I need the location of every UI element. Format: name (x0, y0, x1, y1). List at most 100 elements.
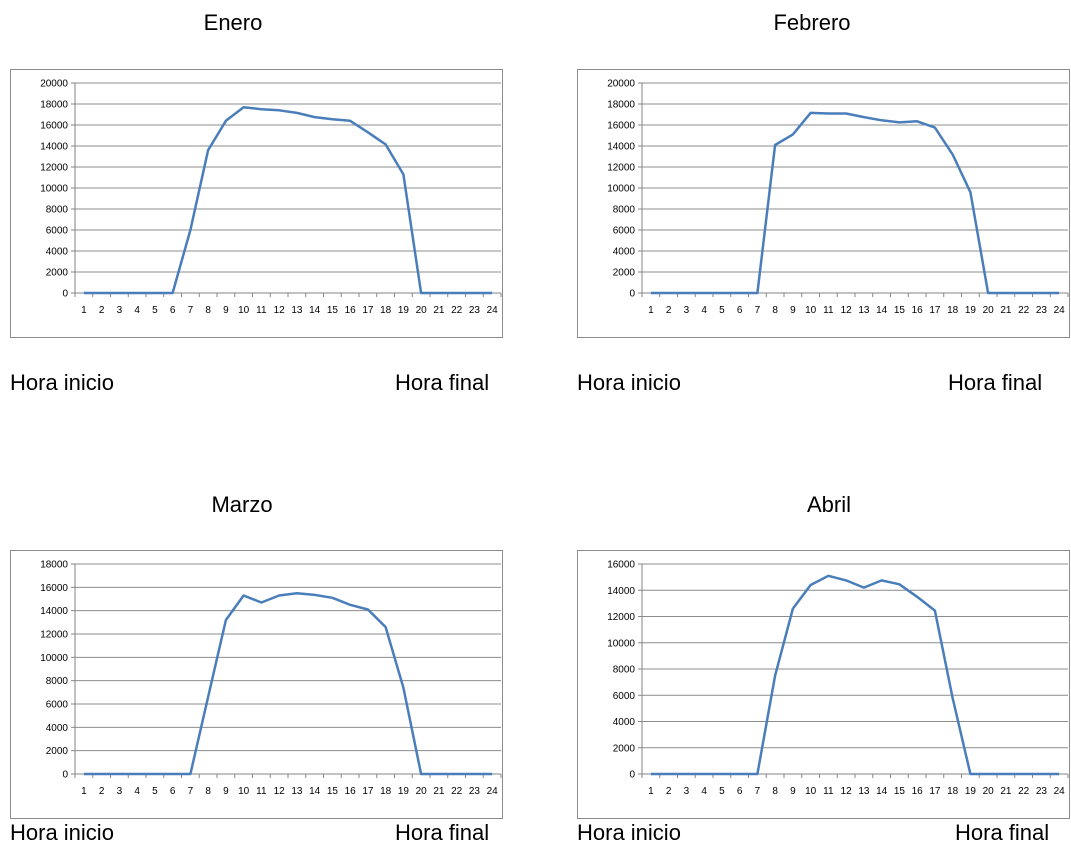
x-tick-label: 20 (983, 305, 995, 316)
x-tick-label: 13 (858, 786, 870, 797)
x-tick-label: 16 (345, 786, 357, 797)
x-tick-label: 14 (876, 305, 888, 316)
x-tick-label: 19 (965, 786, 977, 797)
x-tick-label: 10 (805, 305, 817, 316)
x-tick-label: 3 (684, 786, 690, 797)
x-tick-label: 14 (309, 305, 321, 316)
caption-hora-final-febrero: Hora final (948, 370, 1042, 396)
x-tick-label: 4 (134, 305, 140, 316)
x-tick-label: 21 (1000, 305, 1012, 316)
y-tick-label: 14000 (40, 606, 68, 617)
x-tick-label: 24 (487, 786, 499, 797)
caption-hora-inicio-febrero: Hora inicio (577, 370, 681, 396)
x-tick-label: 19 (398, 786, 410, 797)
x-tick-label: 9 (790, 786, 796, 797)
y-tick-label: 4000 (613, 717, 636, 728)
series-line (651, 113, 1059, 293)
x-tick-label: 12 (274, 786, 286, 797)
caption-hora-inicio-abril: Hora inicio (577, 820, 681, 846)
line-chart-febrero: 0200040006000800010000120001400016000180… (578, 70, 1071, 339)
y-tick-label: 8000 (46, 676, 69, 687)
x-tick-label: 15 (327, 786, 339, 797)
y-tick-label: 20000 (607, 79, 635, 90)
x-tick-label: 10 (805, 786, 817, 797)
x-tick-label: 4 (701, 305, 707, 316)
x-tick-label: 19 (398, 305, 410, 316)
x-tick-label: 2 (99, 305, 105, 316)
y-tick-label: 18000 (40, 560, 68, 571)
caption-hora-final-enero: Hora final (395, 370, 489, 396)
x-tick-label: 18 (380, 786, 392, 797)
x-tick-label: 22 (1018, 786, 1030, 797)
x-tick-label: 5 (719, 786, 725, 797)
x-tick-label: 21 (433, 305, 445, 316)
y-tick-label: 10000 (40, 184, 68, 195)
y-tick-label: 0 (62, 770, 68, 781)
x-tick-label: 24 (487, 305, 499, 316)
y-tick-label: 0 (629, 770, 635, 781)
caption-hora-inicio-enero: Hora inicio (10, 370, 114, 396)
x-tick-label: 22 (451, 305, 463, 316)
x-tick-label: 19 (965, 305, 977, 316)
x-tick-label: 13 (858, 305, 870, 316)
line-chart-marzo: 0200040006000800010000120001400016000180… (11, 551, 504, 820)
y-tick-label: 6000 (46, 700, 69, 711)
x-tick-label: 12 (274, 305, 286, 316)
y-tick-label: 4000 (46, 247, 69, 258)
series-line (84, 107, 492, 293)
y-tick-label: 8000 (613, 665, 636, 676)
chart-title-enero: Enero (133, 10, 333, 36)
y-tick-label: 6000 (613, 691, 636, 702)
x-tick-label: 17 (362, 786, 374, 797)
x-tick-label: 23 (1036, 786, 1048, 797)
caption-hora-inicio-marzo: Hora inicio (10, 820, 114, 846)
x-tick-label: 3 (684, 305, 690, 316)
x-tick-label: 17 (362, 305, 374, 316)
x-tick-label: 24 (1054, 305, 1066, 316)
x-tick-label: 11 (256, 305, 267, 316)
x-tick-label: 16 (345, 305, 357, 316)
y-tick-label: 18000 (40, 100, 68, 111)
x-tick-label: 7 (755, 305, 761, 316)
x-tick-label: 11 (823, 305, 834, 316)
x-tick-label: 18 (947, 786, 959, 797)
x-tick-label: 24 (1054, 786, 1066, 797)
x-tick-label: 23 (1036, 305, 1048, 316)
x-tick-label: 20 (983, 786, 995, 797)
y-tick-label: 2000 (46, 746, 69, 757)
caption-hora-final-marzo: Hora final (395, 820, 489, 846)
x-tick-label: 9 (223, 305, 229, 316)
chart-title-marzo: Marzo (142, 492, 342, 518)
x-tick-label: 8 (205, 305, 211, 316)
x-tick-label: 6 (737, 786, 743, 797)
y-tick-label: 6000 (46, 226, 69, 237)
x-tick-label: 16 (912, 305, 924, 316)
x-tick-label: 2 (666, 786, 672, 797)
y-tick-label: 12000 (607, 612, 635, 623)
y-tick-label: 10000 (607, 184, 635, 195)
x-tick-label: 5 (152, 305, 158, 316)
x-tick-label: 22 (451, 786, 463, 797)
y-tick-label: 16000 (607, 560, 635, 571)
x-tick-label: 10 (238, 305, 250, 316)
x-tick-label: 6 (170, 786, 176, 797)
x-tick-label: 20 (416, 786, 428, 797)
y-tick-label: 10000 (607, 638, 635, 649)
x-tick-label: 1 (648, 786, 654, 797)
y-tick-label: 14000 (40, 142, 68, 153)
y-tick-label: 16000 (40, 583, 68, 594)
x-tick-label: 4 (701, 786, 707, 797)
x-tick-label: 15 (894, 305, 906, 316)
x-tick-label: 17 (929, 305, 941, 316)
x-tick-label: 11 (256, 786, 267, 797)
x-tick-label: 2 (666, 305, 672, 316)
x-tick-label: 4 (134, 786, 140, 797)
caption-hora-final-abril: Hora final (955, 820, 1049, 846)
x-tick-label: 12 (841, 786, 853, 797)
y-tick-label: 8000 (46, 205, 69, 216)
x-tick-label: 2 (99, 786, 105, 797)
x-tick-label: 13 (291, 786, 303, 797)
